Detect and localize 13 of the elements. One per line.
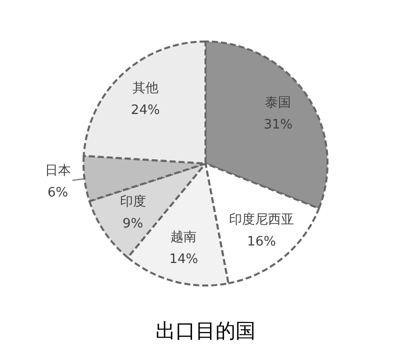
slice-label: 印度 — [120, 193, 146, 210]
data-label: 16% — [247, 234, 276, 250]
data-label: 31% — [264, 118, 293, 133]
slice-label: 印度尼西亚 — [228, 212, 294, 228]
slice-label: 其他 — [132, 80, 158, 96]
slice-label: 越南 — [170, 230, 197, 246]
data-label: 9% — [122, 216, 144, 232]
data-label: 14% — [169, 252, 198, 268]
slice-label: 泰国 — [265, 96, 292, 111]
text: 出口目的国 — [156, 318, 256, 342]
data-label: 24% — [130, 102, 160, 118]
slice-label: 日本 — [44, 164, 71, 179]
data-label: 6% — [48, 186, 68, 201]
